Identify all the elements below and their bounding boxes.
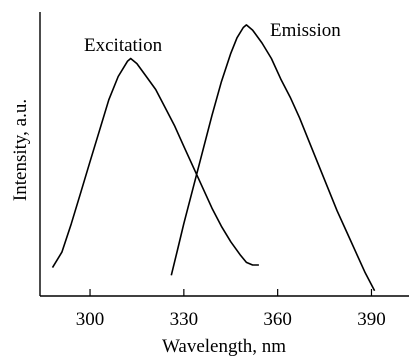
x-tick-label: 300: [76, 309, 105, 330]
series-lines: [51, 24, 376, 292]
series-line-emission: [170, 24, 376, 292]
x-tick-label: 330: [170, 309, 199, 330]
x-tick-label: 360: [263, 309, 292, 330]
y-axis-title: Intensity, a.u.: [10, 99, 31, 201]
series-label-excitation: Excitation: [84, 35, 163, 56]
series-line-excitation: [51, 57, 259, 269]
x-ticks: 300 330 360 390: [76, 289, 386, 330]
x-axis-title: Wavelength, nm: [162, 336, 286, 356]
chart-labels: Excitation Emission Wavelength, nm Inten…: [10, 20, 341, 356]
series-label-emission: Emission: [270, 20, 341, 41]
chart-axes: [39, 12, 409, 297]
x-tick-label: 390: [357, 309, 386, 330]
